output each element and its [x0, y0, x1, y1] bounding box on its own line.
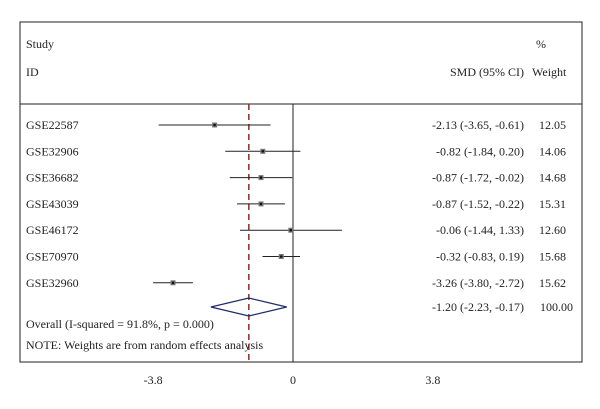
study-rows: GSE22587 -2.13 (-3.65, -0.61) 12.05 GSE3290…: [26, 118, 566, 290]
ci-text: -3.26 (-3.80, -2.72): [432, 276, 524, 290]
study-row: GSE46172 -0.06 (-1.44, 1.33) 12.60: [26, 223, 566, 237]
ci-text: -0.87 (-1.52, -0.22): [432, 197, 524, 211]
overall-weight-text: 100.00: [540, 300, 573, 314]
weight-text: 14.68: [539, 171, 566, 185]
point-estimate-dot: [259, 176, 263, 179]
weight-text: 14.06: [539, 144, 566, 158]
study-id: GSE46172: [26, 223, 79, 237]
study-id: GSE32906: [26, 144, 79, 158]
x-tick-label: -3.8: [144, 373, 163, 387]
header-study: Study: [26, 37, 54, 51]
study-row: GSE22587 -2.13 (-3.65, -0.61) 12.05: [26, 118, 566, 132]
ci-text: -0.82 (-1.84, 0.20): [436, 144, 524, 158]
study-row: GSE70970 -0.32 (-0.83, 0.19) 15.68: [26, 250, 566, 264]
point-estimate-dot: [289, 228, 293, 232]
plot-frame: [19, 21, 583, 363]
header-weight-percent: %: [536, 37, 546, 51]
study-row: GSE43039 -0.87 (-1.52, -0.22) 15.31: [26, 197, 566, 211]
point-estimate-dot: [279, 255, 283, 258]
study-id: GSE22587: [26, 118, 79, 132]
overall-ci-text: -1.20 (-2.23, -0.17): [432, 300, 524, 314]
ci-text: -2.13 (-3.65, -0.61): [432, 118, 524, 132]
point-estimate-dot: [261, 150, 265, 153]
ci-text: -0.32 (-0.83, 0.19): [436, 250, 524, 264]
point-estimate-dot: [259, 202, 263, 206]
study-id: GSE70970: [26, 250, 79, 264]
x-tick-label: 3.8: [425, 373, 440, 387]
ci-text: -0.06 (-1.44, 1.33): [436, 223, 524, 237]
study-row: GSE32906 -0.82 (-1.84, 0.20) 14.06: [26, 144, 566, 158]
header-weight: Weight: [532, 65, 567, 79]
weight-text: 15.31: [539, 197, 566, 211]
weight-text: 12.60: [539, 223, 566, 237]
weight-text: 12.05: [539, 118, 566, 132]
overall-row: -1.20 (-2.23, -0.17) 100.00: [210, 297, 573, 317]
weight-text: 15.68: [539, 250, 566, 264]
note-text: NOTE: Weights are from random effects an…: [26, 338, 264, 352]
point-estimate-dot: [213, 123, 216, 127]
header-effect: SMD (95% CI): [450, 65, 524, 79]
ci-text: -0.87 (-1.72, -0.02): [432, 171, 524, 185]
weight-text: 15.62: [539, 276, 566, 290]
study-id: GSE36682: [26, 171, 79, 185]
study-id: GSE32960: [26, 276, 79, 290]
x-tick-label: 0: [290, 373, 296, 387]
x-axis: -3.8 0 3.8: [144, 104, 440, 387]
study-row: GSE32960 -3.26 (-3.80, -2.72) 15.62: [26, 276, 566, 290]
overall-diamond: [210, 297, 287, 317]
point-estimate-dot: [171, 281, 175, 285]
overall-label: Overall (I-squared = 91.8%, p = 0.000): [26, 317, 214, 331]
header-id: ID: [26, 65, 39, 79]
study-id: GSE43039: [26, 197, 79, 211]
study-row: GSE36682 -0.87 (-1.72, -0.02) 14.68: [26, 171, 566, 185]
